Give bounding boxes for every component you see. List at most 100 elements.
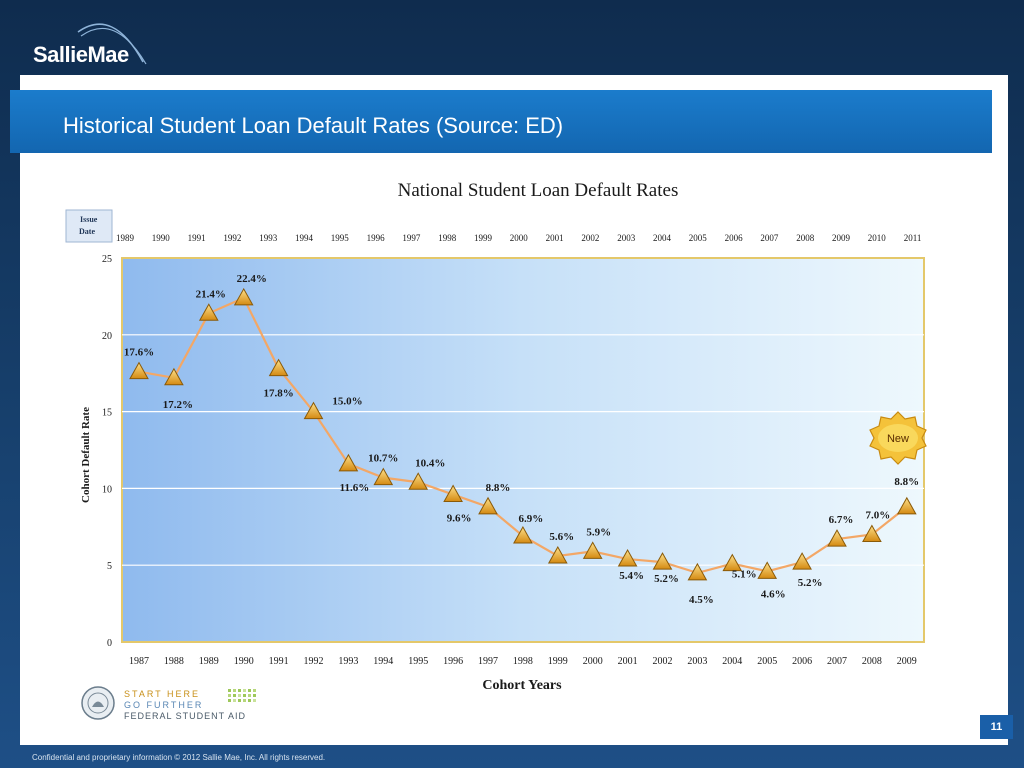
data-label: 6.9%: [519, 513, 544, 525]
x-tick-label: 2008: [862, 656, 882, 667]
fsa-line2: GO FURTHER: [124, 700, 203, 710]
x-axis-ticks: 1987 1988 1989 1990 1991 1992 1993 1994 1995 1996…: [129, 656, 917, 667]
y-axis-label: Cohort Default Rate: [80, 407, 92, 503]
x-tick-label: 2003: [687, 656, 707, 667]
data-label: 17.2%: [163, 399, 193, 411]
data-point-marker: [303, 401, 324, 420]
x-tick-label: 1998: [513, 656, 533, 667]
data-label: 4.6%: [761, 588, 786, 600]
issue-date: 2004: [653, 233, 672, 243]
issue-date: 1998: [438, 233, 457, 243]
data-label: 9.6%: [447, 513, 472, 525]
y-tick-label: 20: [102, 331, 112, 342]
data-point-marker: [617, 549, 638, 567]
x-tick-label: 2009: [897, 656, 917, 667]
fsa-line1: START HERE: [124, 689, 200, 699]
issue-date: 1995: [331, 233, 350, 243]
issue-date: 2007: [760, 233, 779, 243]
issue-date: 2011: [904, 233, 922, 243]
issue-date: 2010: [868, 233, 887, 243]
data-point-marker: [233, 287, 254, 306]
data-point-marker: [164, 367, 184, 386]
fsa-line3: FEDERAL STUDENT AID: [124, 711, 246, 721]
issue-date: 2003: [617, 233, 636, 243]
data-labels: 17.6% 17.2% 21.4% 22.4% 17.8% 15.0% 11.6% 10.7%…: [124, 273, 919, 606]
chart-title: National Student Loan Default Rates: [398, 180, 679, 201]
footer-text: Confidential and proprietary information…: [32, 753, 326, 762]
data-point-marker: [408, 472, 429, 490]
title-bar: [10, 90, 992, 153]
default-rate-chart: National Student Loan Default Rates Issu…: [65, 180, 927, 693]
x-tick-label: 2002: [653, 656, 673, 667]
data-point-marker: [652, 552, 673, 570]
issue-date: 2009: [832, 233, 851, 243]
data-label: 15.0%: [332, 396, 362, 408]
data-label: 22.4%: [237, 273, 267, 285]
x-axis-label: Cohort Years: [482, 678, 562, 693]
issue-date-label-line1: Issue: [80, 215, 98, 224]
x-tick-label: 1987: [129, 656, 149, 667]
x-tick-label: 1995: [408, 656, 428, 667]
data-point-marker: [547, 545, 568, 564]
data-point-marker: [373, 467, 394, 486]
x-tick-label: 1992: [304, 656, 324, 667]
data-point-marker: [827, 529, 847, 547]
data-label: 17.8%: [263, 388, 293, 400]
x-tick-label: 1990: [234, 656, 254, 667]
issue-date: 1991: [188, 233, 206, 243]
issue-date: 1996: [367, 233, 386, 243]
y-tick-label: 0: [107, 638, 112, 649]
data-label: 5.1%: [732, 569, 757, 581]
issue-date: 1994: [295, 233, 314, 243]
data-point-marker: [513, 525, 533, 544]
issue-date: 1999: [474, 233, 493, 243]
logo-swoosh-icon: [77, 23, 147, 65]
data-point-marker: [268, 358, 289, 377]
data-point-marker: [582, 541, 603, 559]
data-label: 11.6%: [340, 482, 370, 494]
issue-date: 2006: [725, 233, 744, 243]
slide-title: Historical Student Loan Default Rates (S…: [63, 113, 564, 138]
data-label: 8.8%: [486, 482, 511, 494]
data-point-marker: [198, 303, 219, 321]
series-markers: [129, 287, 917, 581]
issue-date: 2005: [689, 233, 708, 243]
data-point-marker: [129, 361, 149, 380]
new-badge: New: [869, 411, 927, 465]
y-tick-label: 10: [102, 484, 112, 495]
data-point-marker: [687, 562, 708, 581]
x-tick-label: 2001: [618, 656, 638, 667]
x-tick-label: 2005: [757, 656, 777, 667]
data-point-marker: [338, 453, 359, 472]
y-tick-label: 15: [102, 408, 112, 419]
data-label: 10.7%: [368, 453, 398, 465]
x-tick-label: 1989: [199, 656, 219, 667]
issue-date: 2008: [796, 233, 815, 243]
data-label: 5.4%: [619, 570, 644, 582]
x-tick-label: 1991: [269, 656, 289, 667]
issue-date-label-line2: Date: [79, 227, 95, 236]
data-label: 21.4%: [196, 288, 226, 300]
issue-date: 2002: [581, 233, 599, 243]
x-tick-label: 2004: [722, 656, 742, 667]
x-tick-label: 2000: [583, 656, 603, 667]
seal-inner: [87, 692, 109, 714]
page-number: 11: [980, 715, 1013, 739]
data-point-marker: [792, 552, 812, 570]
data-point-marker: [862, 524, 882, 542]
data-label: 5.2%: [798, 577, 823, 589]
y-axis-ticks: 0 5 10 15 20 25: [102, 254, 112, 649]
data-point-marker: [478, 496, 498, 515]
fsa-dot-pattern: [228, 689, 256, 702]
x-tick-label: 1994: [373, 656, 393, 667]
issue-date: 1990: [152, 233, 171, 243]
data-label: 8.8%: [894, 476, 919, 488]
y-tick-label: 5: [107, 561, 112, 572]
x-tick-label: 2007: [827, 656, 847, 667]
issue-date: 1993: [259, 233, 278, 243]
data-label: 5.2%: [654, 573, 679, 585]
seal-tree: [92, 701, 104, 707]
data-point-marker: [722, 553, 743, 572]
issue-date: 1997: [402, 233, 421, 243]
data-label: 17.6%: [124, 347, 154, 359]
